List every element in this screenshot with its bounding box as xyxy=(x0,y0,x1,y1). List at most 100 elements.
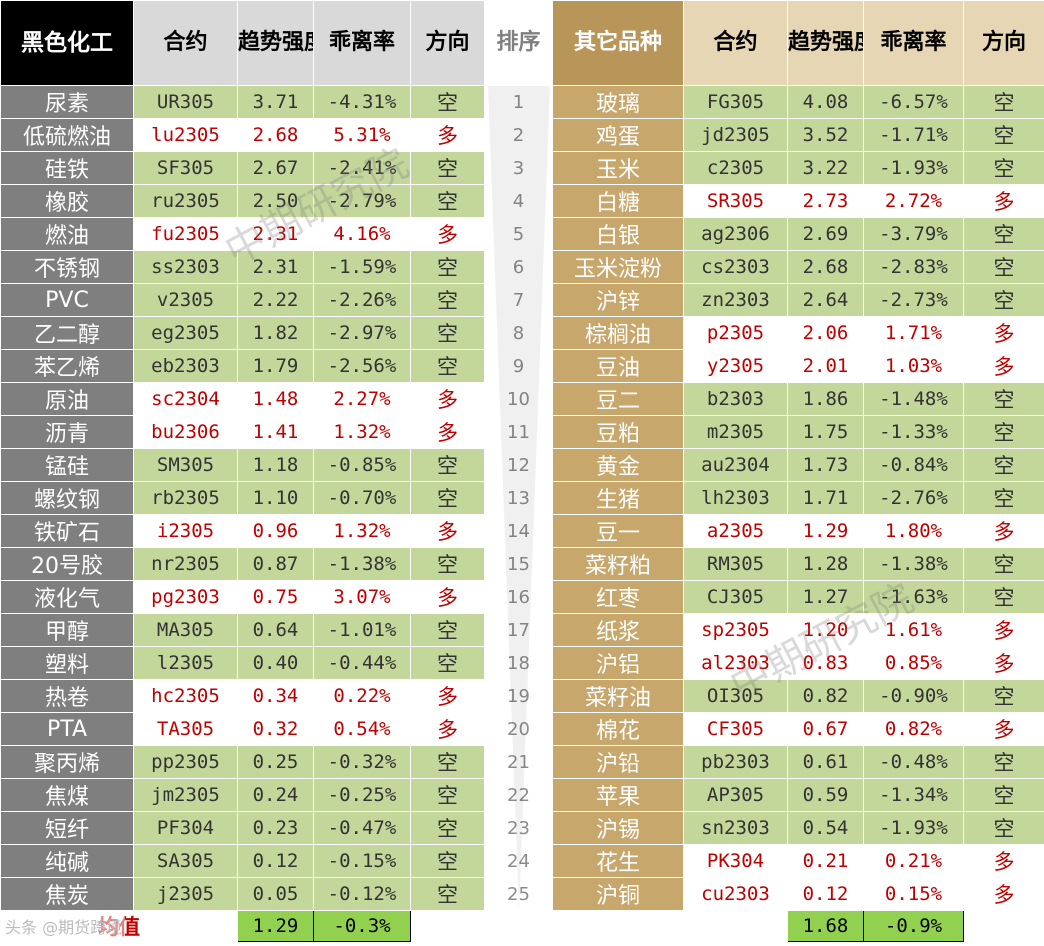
left-product-name: 聚丙烯 xyxy=(0,745,134,779)
left-deviation-cell: -1.38% xyxy=(313,547,411,581)
left-strength-cell: 2.68 xyxy=(237,118,314,152)
left-strength-cell: 1.48 xyxy=(237,382,314,416)
source-badge: 头条 @期货跨境 xyxy=(2,914,126,938)
table-row: 原油 sc2304 1.48 2.27% 多 10 豆二 b2303 1.86 -1.48% 空 xyxy=(0,382,1044,416)
left-contract-cell: l2305 xyxy=(133,646,238,680)
right-product-name: 生猪 xyxy=(552,481,684,515)
left-contract-cell: hc2305 xyxy=(133,679,238,713)
left-deviation-cell: -4.31% xyxy=(313,85,411,119)
left-contract-cell: ss2303 xyxy=(133,250,238,284)
right-product-name: 玻璃 xyxy=(552,85,684,119)
left-deviation-cell: 2.27% xyxy=(313,382,411,416)
right-contract-cell: jd2305 xyxy=(683,118,788,152)
right-strength-cell: 0.61 xyxy=(787,745,864,779)
left-deviation-cell: 4.16% xyxy=(313,217,411,251)
left-strength-cell: 1.18 xyxy=(237,448,314,482)
right-product-name: 沪铜 xyxy=(552,877,684,911)
left-contract-cell: j2305 xyxy=(133,877,238,911)
right-deviation-cell: -1.48% xyxy=(863,382,964,416)
header-row: 黑色化工 合约 趋势强度 乖离率 方向 排序 其它品种 合约 趋势强度 乖离率 … xyxy=(0,0,1044,86)
left-product-name: 热卷 xyxy=(0,679,134,713)
left-direction-cell: 空 xyxy=(410,250,485,284)
right-contract-header: 合约 xyxy=(683,0,788,86)
rank-number: 10 xyxy=(484,382,553,416)
left-deviation-cell: -0.15% xyxy=(313,844,411,878)
left-average-strength: 1.29 xyxy=(237,910,314,942)
right-strength-cell: 1.75 xyxy=(787,415,864,449)
right-deviation-cell: -2.83% xyxy=(863,250,964,284)
left-product-name: 20号胶 xyxy=(0,547,134,581)
left-deviation-cell: 0.22% xyxy=(313,679,411,713)
right-strength-cell: 1.71 xyxy=(787,481,864,515)
right-direction-cell: 多 xyxy=(963,316,1044,350)
right-contract-cell: ag2306 xyxy=(683,217,788,251)
right-product-name: 棕榈油 xyxy=(552,316,684,350)
right-strength-cell: 0.12 xyxy=(787,877,864,911)
rank-number: 5 xyxy=(484,217,553,251)
right-deviation-cell: -2.76% xyxy=(863,481,964,515)
right-contract-cell: zn2303 xyxy=(683,283,788,317)
right-direction-cell: 空 xyxy=(963,250,1044,284)
right-direction-cell: 多 xyxy=(963,712,1044,746)
right-product-name: 豆二 xyxy=(552,382,684,416)
left-contract-cell: SF305 xyxy=(133,151,238,185)
left-strength-cell: 0.40 xyxy=(237,646,314,680)
right-strength-cell: 3.22 xyxy=(787,151,864,185)
rank-number: 1 xyxy=(484,85,553,119)
left-contract-cell: fu2305 xyxy=(133,217,238,251)
left-strength-cell: 0.32 xyxy=(237,712,314,746)
rank-number: 22 xyxy=(484,778,553,812)
right-product-name: 菜籽粕 xyxy=(552,547,684,581)
left-strength-cell: 2.22 xyxy=(237,283,314,317)
left-product-name: 沥青 xyxy=(0,415,134,449)
rank-number: 20 xyxy=(484,712,553,746)
left-product-name: 不锈钢 xyxy=(0,250,134,284)
left-product-name: 液化气 xyxy=(0,580,134,614)
left-contract-cell: rb2305 xyxy=(133,481,238,515)
right-deviation-cell: 1.61% xyxy=(863,613,964,647)
footer-blank xyxy=(410,910,485,942)
right-strength-cell: 2.73 xyxy=(787,184,864,218)
right-contract-cell: PK304 xyxy=(683,844,788,878)
average-row: 均值 1.29 -0.3% 1.68 -0.9% xyxy=(0,910,1044,942)
right-direction-cell: 空 xyxy=(963,580,1044,614)
right-contract-cell: RM305 xyxy=(683,547,788,581)
rank-number: 21 xyxy=(484,745,553,779)
left-product-name: 苯乙烯 xyxy=(0,349,134,383)
left-group-header: 黑色化工 xyxy=(0,0,134,86)
right-direction-cell: 空 xyxy=(963,547,1044,581)
left-strength-cell: 1.10 xyxy=(237,481,314,515)
right-deviation-cell: 1.80% xyxy=(863,514,964,548)
right-deviation-cell: 0.85% xyxy=(863,646,964,680)
left-deviation-cell: 5.31% xyxy=(313,118,411,152)
left-contract-header: 合约 xyxy=(133,0,238,86)
right-strength-cell: 1.20 xyxy=(787,613,864,647)
right-product-name: 白银 xyxy=(552,217,684,251)
right-direction-cell: 空 xyxy=(963,217,1044,251)
left-product-name: 焦煤 xyxy=(0,778,134,812)
left-direction-cell: 空 xyxy=(410,613,485,647)
table-row: 甲醇 MA305 0.64 -1.01% 空 17 纸浆 sp2305 1.20 1.61% 多 xyxy=(0,613,1044,647)
table-row: 乙二醇 eg2305 1.82 -2.97% 空 8 棕榈油 p2305 2.06 1.71% 多 xyxy=(0,316,1044,350)
left-strength-cell: 0.12 xyxy=(237,844,314,878)
left-direction-cell: 空 xyxy=(410,283,485,317)
table-row: 苯乙烯 eb2303 1.79 -2.56% 空 9 豆油 y2305 2.01 1.03% 多 xyxy=(0,349,1044,383)
right-direction-cell: 空 xyxy=(963,745,1044,779)
left-direction-cell: 空 xyxy=(410,151,485,185)
right-deviation-cell: -0.84% xyxy=(863,448,964,482)
left-deviation-cell: -2.97% xyxy=(313,316,411,350)
right-deviation-cell: -3.79% xyxy=(863,217,964,251)
right-strength-cell: 2.64 xyxy=(787,283,864,317)
right-deviation-cell: 1.71% xyxy=(863,316,964,350)
right-contract-cell: pb2303 xyxy=(683,745,788,779)
right-strength-cell: 0.54 xyxy=(787,811,864,845)
left-product-name: 塑料 xyxy=(0,646,134,680)
left-strength-cell: 0.75 xyxy=(237,580,314,614)
left-contract-cell: UR305 xyxy=(133,85,238,119)
right-contract-cell: OI305 xyxy=(683,679,788,713)
left-contract-cell: v2305 xyxy=(133,283,238,317)
right-strength-cell: 1.29 xyxy=(787,514,864,548)
right-deviation-cell: -1.93% xyxy=(863,151,964,185)
table-row: 螺纹钢 rb2305 1.10 -0.70% 空 13 生猪 lh2303 1.71 -2.76%… xyxy=(0,481,1044,515)
rank-number: 14 xyxy=(484,514,553,548)
